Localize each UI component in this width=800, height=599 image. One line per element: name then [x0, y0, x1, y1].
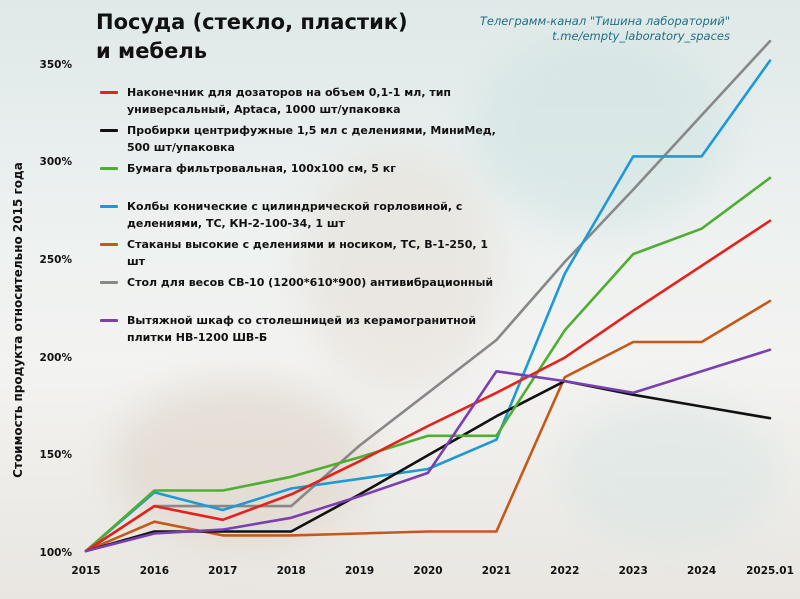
legend-label: Бумага фильтровальная, 100х100 см, 5 кг [127, 162, 396, 175]
legend-label: Вытяжной шкаф со столешницей из керамогр… [127, 314, 477, 344]
legend-label: Колбы конические с цилиндрической горлов… [127, 200, 463, 230]
channel-credit: Телеграмм-канал "Тишина лабораторий" t.m… [480, 14, 730, 44]
x-tick-label: 2022 [550, 565, 580, 577]
x-tick-label: 2015 [71, 565, 101, 577]
background-figure-blur [300, 150, 500, 390]
x-tick-label: 2021 [481, 565, 512, 577]
y-axis-label: Стоимость продукта относительно 2015 год… [11, 162, 25, 478]
y-tick-label: 350% [39, 58, 72, 71]
legend-swatch [100, 319, 118, 322]
chart-title-line-2: и мебель [96, 39, 207, 63]
legend-swatch [100, 129, 118, 132]
y-tick-label: 200% [39, 351, 72, 364]
x-tick-label: 2018 [276, 565, 306, 577]
x-tick-label: 2019 [344, 565, 375, 577]
background-counter-blur [560, 400, 780, 550]
series-line-4 [84, 59, 772, 553]
channel-credit-name: Телеграмм-канал "Тишина лабораторий" [479, 14, 730, 28]
series-line-6 [84, 39, 772, 553]
legend-label: Пробирки центрифужные 1,5 мл с делениями… [127, 124, 496, 154]
legend-swatch [100, 205, 118, 208]
legend-swatch [100, 91, 118, 94]
legend-label: Стаканы высокие с делениями и носиком, Т… [127, 238, 489, 268]
channel-credit-link[interactable]: t.me/empty_laboratory_spaces [552, 29, 730, 43]
chart-title-line-1: Посуда (стекло, пластик) [96, 10, 408, 34]
series-line-7 [84, 348, 772, 553]
chart-title: Посуда (стекло, пластик) и мебель [96, 8, 436, 66]
legend-swatch [100, 243, 118, 246]
y-tick-label: 300% [39, 156, 72, 169]
x-tick-label: 2024 [686, 565, 717, 577]
legend-label: Стол для весов СВ-10 (1200*610*900) анти… [127, 276, 494, 289]
y-tick-label: 100% [39, 547, 72, 559]
x-tick-label: 2016 [139, 565, 170, 577]
legend-swatch [100, 167, 118, 170]
legend-label: Наконечник для дозаторов на объем 0,1-1 … [127, 86, 452, 116]
series-line-3 [84, 176, 772, 553]
x-tick-label: 2025.01 [746, 565, 794, 577]
x-tick-label: 2023 [618, 565, 648, 577]
x-tick-label: 2020 [413, 565, 443, 577]
legend-swatch [100, 281, 118, 284]
x-tick-label: 2017 [208, 565, 238, 577]
y-tick-label: 250% [39, 253, 72, 266]
series-line-1 [84, 219, 772, 553]
y-tick-label: 150% [39, 449, 72, 462]
series-line-2 [84, 379, 772, 553]
